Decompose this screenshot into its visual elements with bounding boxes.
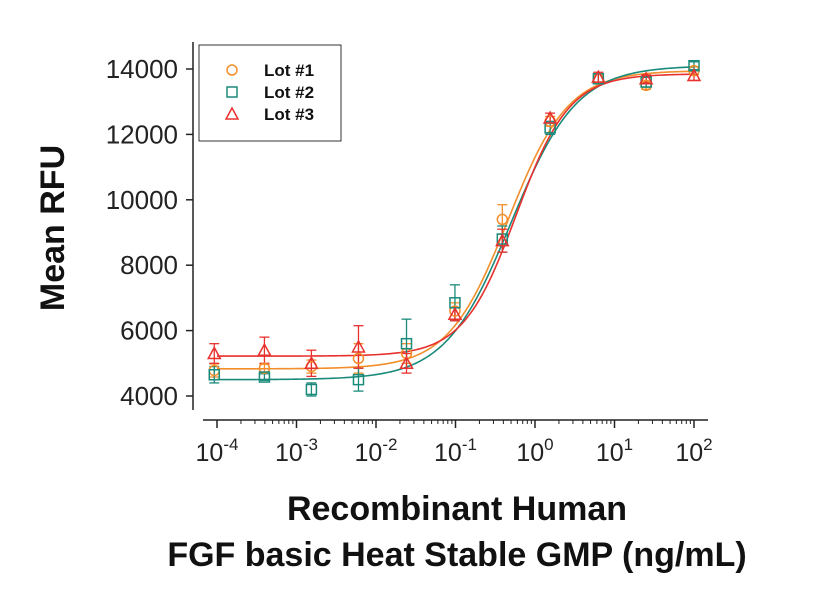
data-point bbox=[686, 67, 702, 82]
fit-curves bbox=[217, 66, 695, 381]
data-point bbox=[257, 342, 272, 356]
legend-label: Lot #2 bbox=[264, 83, 314, 102]
data-point bbox=[591, 69, 606, 83]
data-point bbox=[399, 355, 414, 370]
data-point bbox=[304, 355, 319, 370]
legend-box bbox=[198, 44, 342, 142]
y-ticks: 4000 6000 8000 10000 12000 14000 bbox=[106, 54, 193, 411]
x-tick-label: 101 bbox=[596, 435, 633, 467]
y-tick-label: 10000 bbox=[106, 185, 178, 215]
legend: Lot #1 Lot #2 Lot #3 bbox=[198, 44, 342, 142]
x-tick-label: 10-4 bbox=[196, 435, 239, 467]
data-point bbox=[258, 362, 271, 374]
y-axis-title: Mean RFU bbox=[34, 145, 72, 311]
data-point bbox=[400, 337, 413, 350]
y-tick-label: 8000 bbox=[120, 250, 178, 280]
data-point bbox=[208, 368, 221, 381]
data-point bbox=[542, 110, 558, 124]
x-tick-label: 10-1 bbox=[434, 435, 477, 467]
x-tick-label: 10-3 bbox=[275, 435, 318, 467]
legend-marker bbox=[224, 106, 240, 120]
legend-marker bbox=[226, 86, 238, 98]
data-point bbox=[352, 352, 365, 365]
data-point bbox=[449, 305, 461, 317]
data-point bbox=[495, 233, 510, 247]
legend-label: Lot #1 bbox=[264, 61, 314, 80]
data-point bbox=[258, 371, 271, 383]
x-tick-label: 102 bbox=[675, 435, 712, 467]
x-ticks: 10-4 10-3 10-2 10-1 100 101 102 bbox=[196, 420, 713, 467]
data-point bbox=[638, 71, 654, 85]
fit-curve-lot-3 bbox=[217, 73, 695, 357]
y-tick-label: 4000 bbox=[120, 381, 178, 411]
x-axis-title-line-1: Recombinant Human bbox=[287, 490, 627, 528]
y-tick-label: 6000 bbox=[120, 316, 178, 346]
data-point bbox=[447, 306, 463, 320]
data-point bbox=[496, 213, 509, 226]
legend-marker bbox=[226, 64, 238, 76]
data-point bbox=[352, 373, 365, 386]
data-points bbox=[207, 59, 702, 396]
x-tick-label: 10-2 bbox=[355, 435, 398, 467]
legend-items: Lot #1 Lot #2 Lot #3 bbox=[224, 61, 314, 124]
y-tick-label: 14000 bbox=[106, 54, 178, 84]
data-point bbox=[351, 339, 366, 353]
axes: 4000 6000 8000 10000 12000 14000 10-4 10-3 10-2… bbox=[106, 42, 713, 467]
data-point bbox=[305, 383, 318, 396]
y-tick-label: 12000 bbox=[106, 119, 178, 149]
data-point bbox=[207, 345, 222, 360]
x-tick-label: 100 bbox=[516, 435, 553, 467]
x-axis-title-line-2: FGF basic Heat Stable GMP (ng/mL) bbox=[167, 536, 746, 574]
legend-label: Lot #3 bbox=[264, 105, 314, 124]
